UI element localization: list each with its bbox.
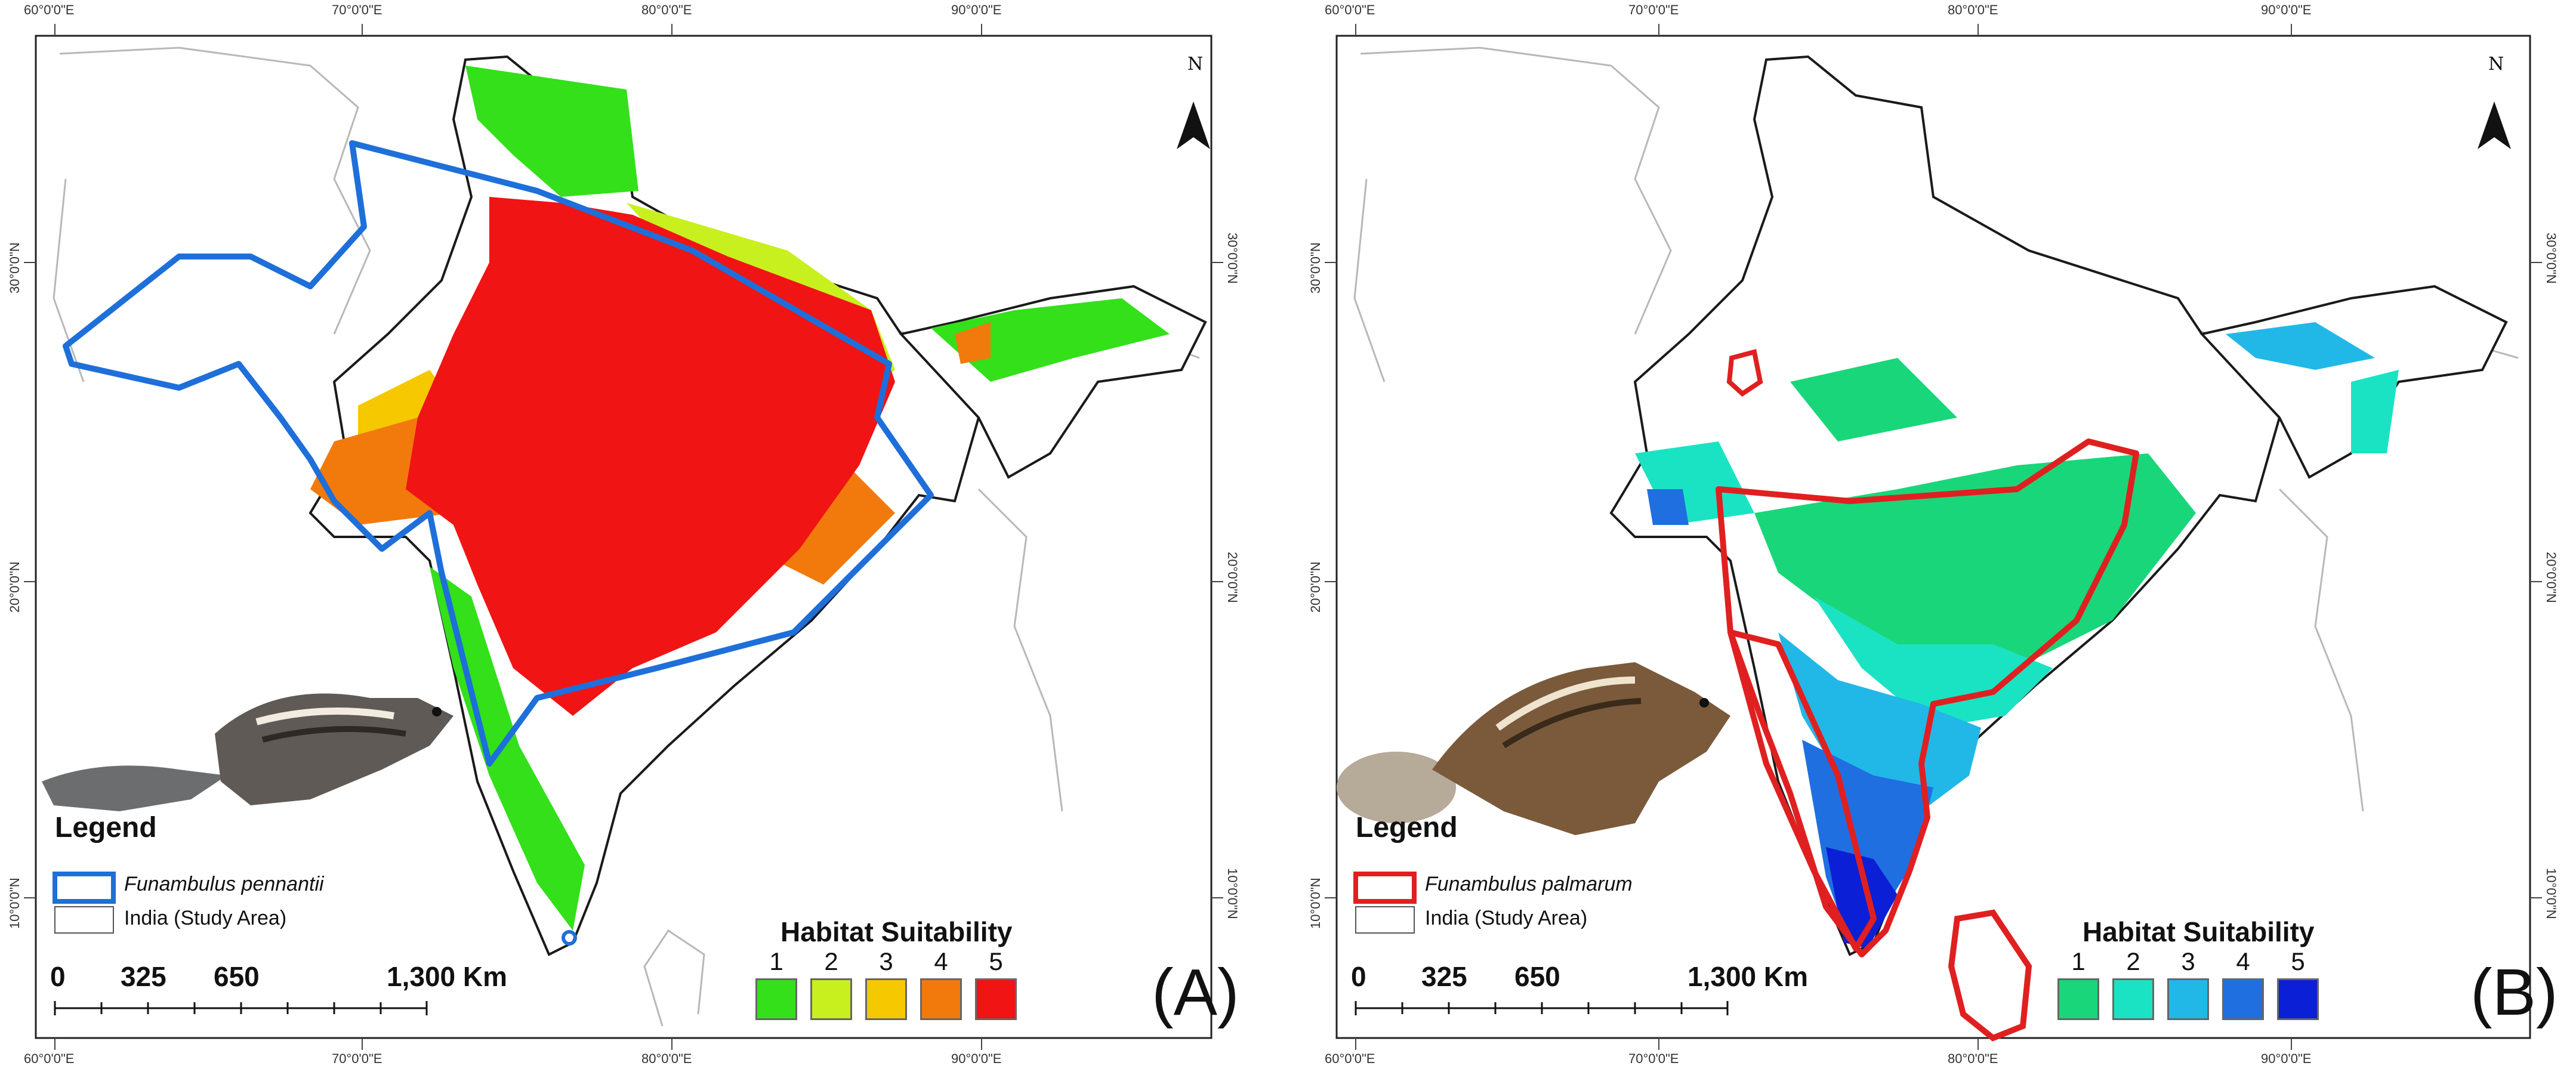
lat-label-right: 10°0'0"N [2544, 868, 2559, 919]
legend-study-area-b: India (Study Area) [1425, 907, 1588, 929]
lat-label-right: 30°0'0"N [1225, 233, 1240, 284]
lat-label-right: 30°0'0"N [2544, 233, 2559, 284]
lon-label-top: 70°0'0"E [1628, 2, 1679, 17]
lat-label-right: 20°0'0"N [1225, 552, 1240, 603]
map-panel-a: 60°0'0"E 70°0'0"E 80°0'0"E 90°0'0"E 60°0… [0, 0, 1247, 1072]
class-label: 1 [769, 947, 783, 975]
species-range-a [63, 140, 934, 767]
legend-title-b: Legend [1356, 812, 1458, 844]
class-swatch [2112, 978, 2154, 1020]
habitat-suitability-title-a: Habitat Suitability [780, 916, 1013, 947]
legend-species-b: Funambulus palmarum [1425, 873, 1633, 895]
lon-label-top: 90°0'0"E [951, 2, 1002, 17]
suitability-raster-b [1635, 322, 2399, 949]
lat-label-left: 10°0'0"N [1308, 878, 1323, 929]
scale-bar-a [54, 1001, 428, 1015]
lon-label-bottom: 70°0'0"E [1628, 1051, 1679, 1066]
north-arrow [1177, 101, 1210, 149]
squirrel-illustration-b [1337, 662, 1730, 835]
class-swatch [755, 978, 797, 1020]
class-swatch [2057, 978, 2099, 1020]
lon-label-bottom: 90°0'0"E [2261, 1051, 2312, 1066]
species-range-srilanka [1948, 909, 2032, 1042]
lon-label-top: 70°0'0"E [332, 2, 382, 17]
scale-tick-label: 650 [1514, 961, 1560, 992]
lon-label-top: 80°0'0"E [1948, 2, 1998, 17]
scale-tick-label: 325 [121, 961, 166, 992]
scale-tick-label: 0 [1351, 961, 1366, 992]
class-label: 4 [934, 947, 948, 975]
class-label: 2 [824, 947, 838, 975]
class-swatch [975, 978, 1017, 1020]
legend-species-a: Funambulus pennantii [124, 873, 324, 895]
panel-label-a: (A) [1152, 956, 1239, 1029]
scale-tick-label: 0 [50, 961, 66, 992]
north-arrow [2478, 101, 2511, 149]
class-label: 3 [2181, 947, 2195, 975]
lon-label-top: 60°0'0"E [1325, 2, 1375, 17]
class-label: 1 [2071, 947, 2086, 975]
map-canvas-a [24, 24, 1223, 1050]
class-swatch [920, 978, 962, 1020]
class-swatch [2277, 978, 2319, 1020]
map-canvas-b [1325, 24, 2542, 1050]
species-range-b [1716, 438, 2139, 957]
class-label: 5 [2291, 947, 2305, 975]
lat-label-left: 10°0'0"N [7, 878, 22, 929]
lon-label-top: 90°0'0"E [2261, 2, 2312, 17]
legend-range-swatch-b [1353, 872, 1417, 904]
class-swatch [865, 978, 907, 1020]
lon-label-bottom: 60°0'0"E [24, 1051, 75, 1066]
class-label: 4 [2236, 947, 2250, 975]
legend-study-swatch-b [1355, 906, 1415, 934]
scale-tick-label: 650 [214, 961, 260, 992]
squirrel-illustration-a [42, 693, 454, 811]
habitat-suitability-title-b: Habitat Suitability [2083, 916, 2315, 947]
scale-bar-b [1355, 1001, 1729, 1015]
class-swatch [2167, 978, 2209, 1020]
class-label: 5 [989, 947, 1003, 975]
lon-label-top: 60°0'0"E [24, 2, 75, 17]
class-swatch [2222, 978, 2264, 1020]
legend-range-swatch-a [53, 872, 116, 904]
map-panel-b: 60°0'0"E 70°0'0"E 80°0'0"E 90°0'0"E 60°0… [1301, 0, 2576, 1072]
panel-label-b: (B) [2470, 956, 2558, 1029]
lon-label-bottom: 90°0'0"E [951, 1051, 1002, 1066]
legend-study-area-a: India (Study Area) [124, 907, 287, 929]
lat-label-left: 20°0'0"N [7, 561, 22, 613]
lat-label-left: 30°0'0"N [1308, 242, 1323, 294]
class-label: 3 [879, 947, 893, 975]
suitability-raster-a [310, 66, 1170, 931]
lon-label-bottom: 80°0'0"E [1948, 1051, 1998, 1066]
lon-label-bottom: 70°0'0"E [332, 1051, 382, 1066]
north-label: N [2488, 54, 2504, 75]
scale-tick-label: 325 [1421, 961, 1467, 992]
north-label: N [1187, 54, 1204, 75]
scale-tick-label: 1,300 Km [1687, 961, 1809, 992]
scale-tick-label: 1,300 Km [387, 961, 508, 992]
lat-label-right: 10°0'0"N [1225, 868, 1240, 919]
lon-label-bottom: 60°0'0"E [1325, 1051, 1375, 1066]
class-label: 2 [2126, 947, 2140, 975]
lat-label-left: 30°0'0"N [7, 242, 22, 294]
legend-study-swatch-a [54, 906, 114, 934]
lat-label-right: 20°0'0"N [2544, 552, 2559, 603]
class-swatch [810, 978, 852, 1020]
lat-label-left: 20°0'0"N [1308, 561, 1323, 613]
lon-label-bottom: 80°0'0"E [641, 1051, 692, 1066]
lon-label-top: 80°0'0"E [641, 2, 692, 17]
legend-title-a: Legend [55, 812, 157, 844]
